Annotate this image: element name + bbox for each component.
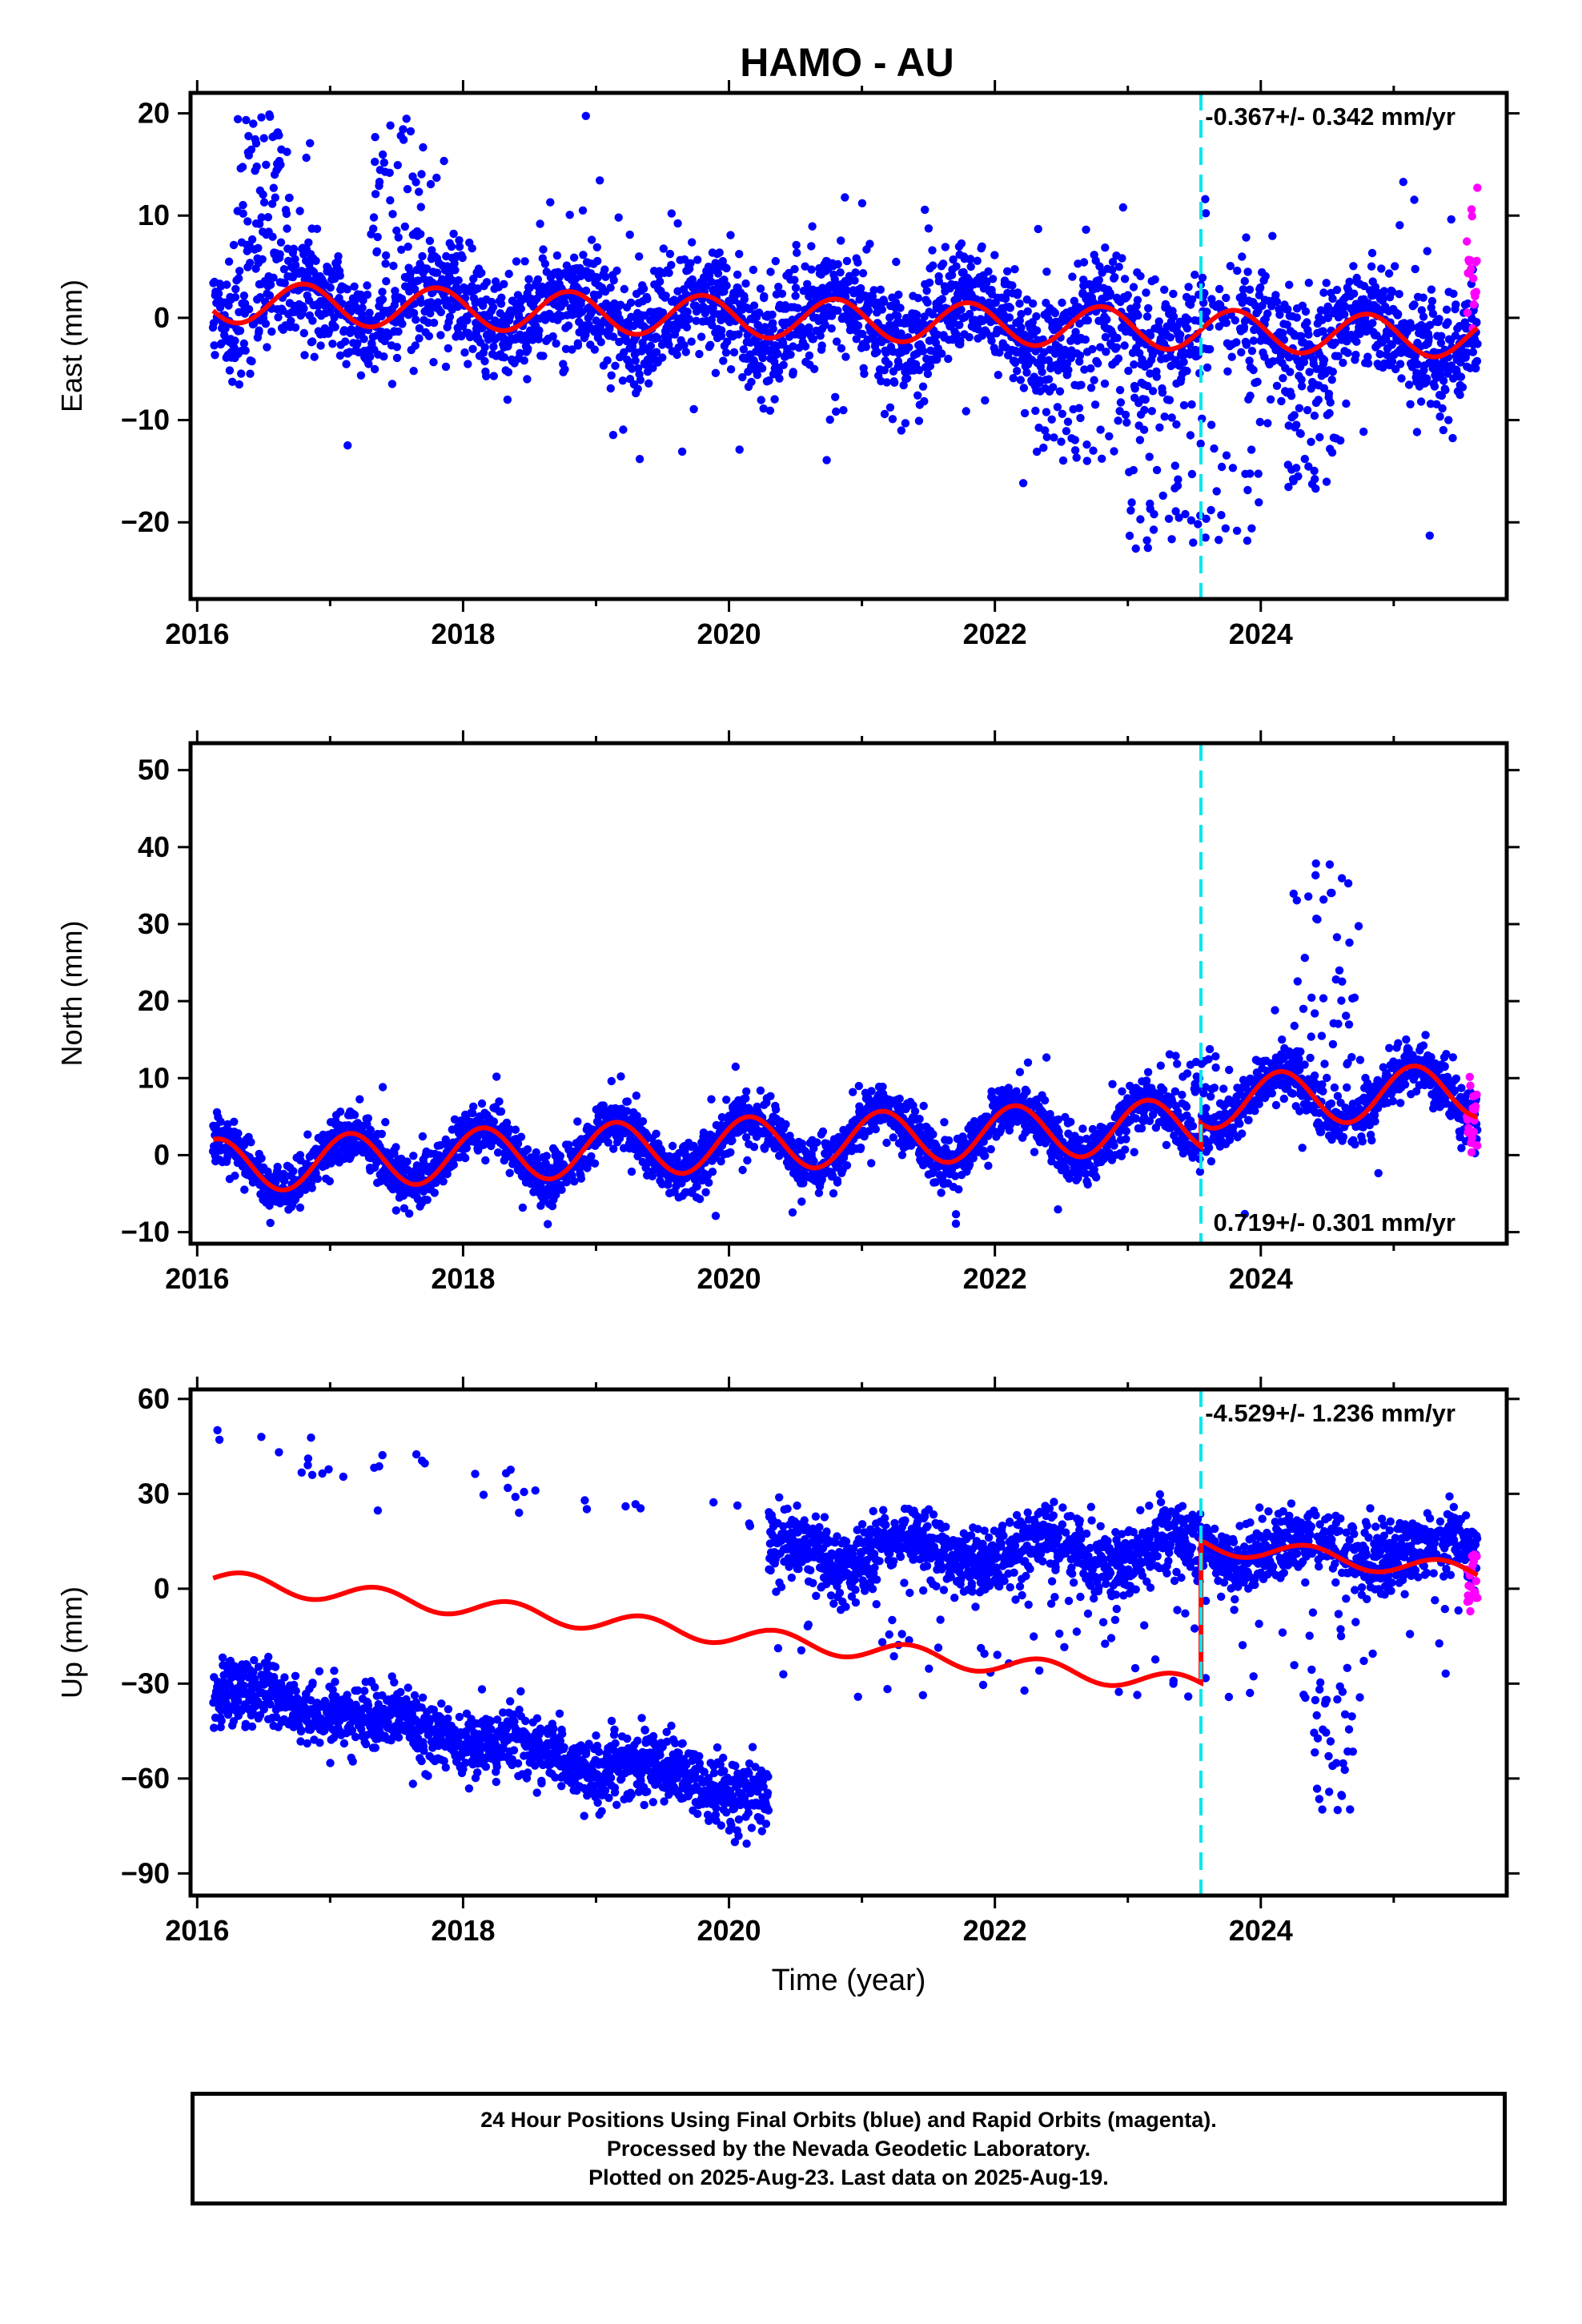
panel-east: 2016 2018 2020 2022 2024 20 10 0 −10 −20 East (mm)…	[55, 80, 1520, 650]
north-ytick-label: 20	[138, 984, 170, 1017]
east-ytick-label: 0	[154, 301, 170, 334]
east-ytick-label: −10	[121, 404, 170, 436]
north-ylabel: North (mm)	[55, 921, 88, 1067]
east-rapid-orbit-points	[1463, 183, 1482, 333]
north-final-orbit-points	[208, 859, 1482, 1244]
east-ytick-label: 10	[138, 199, 170, 231]
east-xtick-label: 2018	[431, 617, 495, 650]
east-xtick-label: 2020	[697, 617, 761, 650]
east-plot-frame	[188, 90, 1509, 601]
east-final-orbit-points	[208, 110, 1482, 553]
up-ytick-label: 60	[138, 1382, 170, 1415]
up-ytick-label: 30	[138, 1477, 170, 1510]
footer-line-3: Plotted on 2025-Aug-23. Last data on 202…	[588, 2165, 1109, 2189]
up-ytick-label: −30	[121, 1667, 170, 1699]
east-xtick-label: 2022	[963, 617, 1027, 650]
north-ytick-label: 10	[138, 1061, 170, 1094]
up-ytick-label: −60	[121, 1762, 170, 1795]
east-xtick-label: 2016	[165, 617, 229, 650]
up-xtick-label: 2020	[697, 1914, 761, 1947]
east-xtick-label: 2024	[1229, 617, 1293, 650]
up-final-orbit-points	[209, 1425, 1482, 1848]
north-xtick-label: 2018	[431, 1262, 495, 1295]
north-ytick-label: 0	[154, 1138, 170, 1171]
up-xlabel: Time (year)	[772, 1964, 926, 1997]
north-xtick-label: 2016	[165, 1262, 229, 1295]
east-ylabel: East (mm)	[55, 279, 88, 412]
up-rate-label: -4.529+/- 1.236 mm/yr	[1205, 1399, 1456, 1427]
up-plot-frame	[188, 1387, 1509, 1898]
figure-title: HAMO - AU	[740, 40, 954, 85]
north-model-curve	[212, 1063, 1478, 1192]
north-ytick-label: −10	[121, 1216, 170, 1248]
up-rapid-orbit-points	[1463, 1550, 1482, 1616]
north-plot-frame	[188, 741, 1509, 1246]
north-rate-label: 0.719+/- 0.301 mm/yr	[1214, 1208, 1456, 1236]
north-xtick-label: 2020	[697, 1262, 761, 1295]
up-ytick-label: −90	[121, 1856, 170, 1889]
footer-line-2: Processed by the Nevada Geodetic Laborat…	[606, 2137, 1091, 2161]
footer-caption-box: 24 Hour Positions Using Final Orbits (bl…	[191, 2092, 1507, 2205]
up-ytick-label: 0	[154, 1572, 170, 1605]
east-ytick-label: −20	[121, 505, 170, 538]
panel-up: 2016 2018 2020 2022 2024 60 30 0 −30 −60 −90 Up (mm…	[55, 1377, 1520, 1997]
footer-line-1: 24 Hour Positions Using Final Orbits (bl…	[480, 2108, 1217, 2132]
north-ytick-label: 30	[138, 907, 170, 940]
north-xtick-label: 2022	[963, 1262, 1027, 1295]
up-xtick-label: 2018	[431, 1914, 495, 1947]
east-ytick-label: 20	[138, 97, 170, 130]
up-model-curve	[212, 1536, 1479, 1688]
north-ytick-label: 40	[138, 830, 170, 863]
up-xtick-label: 2022	[963, 1914, 1027, 1947]
up-xtick-label: 2016	[165, 1914, 229, 1947]
north-ytick-label: 50	[138, 754, 170, 786]
east-rate-label: -0.367+/- 0.342 mm/yr	[1205, 103, 1456, 131]
up-xtick-label: 2024	[1229, 1914, 1293, 1947]
east-model-curve	[211, 281, 1480, 360]
panel-north: 2016 2018 2020 2022 2024 50 40 30 20 10 0 −10 North …	[55, 730, 1520, 1295]
north-xtick-label: 2024	[1229, 1262, 1293, 1295]
up-ylabel: Up (mm)	[55, 1586, 88, 1699]
